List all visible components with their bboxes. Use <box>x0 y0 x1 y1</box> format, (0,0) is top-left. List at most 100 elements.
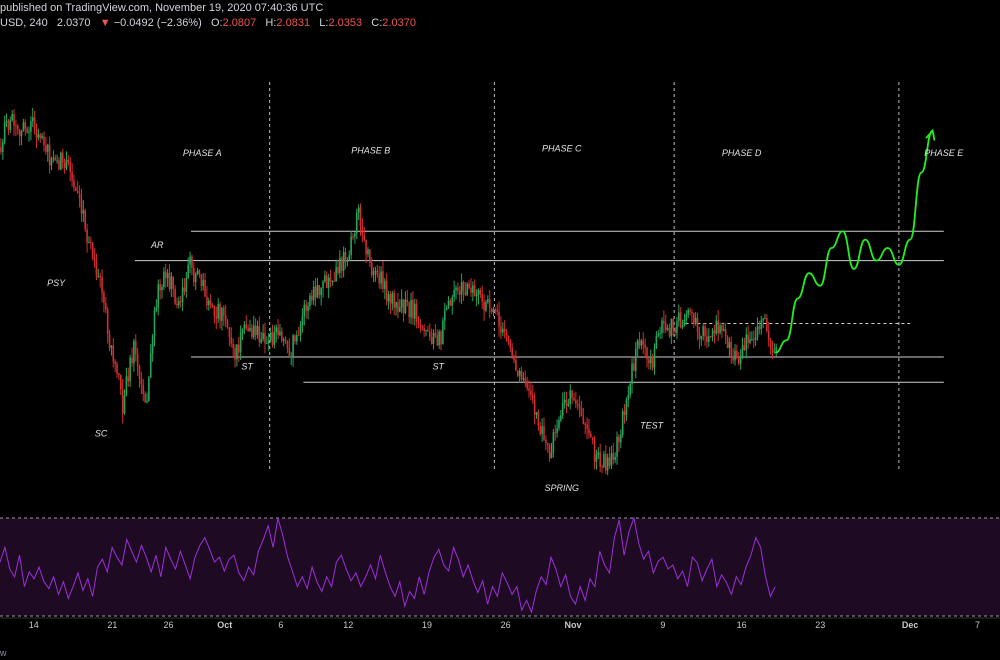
candle-body <box>528 388 530 391</box>
candle-body <box>560 415 562 421</box>
candle-body <box>359 207 362 227</box>
candle-body <box>374 270 377 272</box>
candle-body <box>151 336 154 354</box>
candle-body <box>481 294 484 302</box>
candle-body <box>706 336 708 342</box>
candle-body <box>352 236 354 238</box>
time-axis-tick-label: Dec <box>902 620 919 630</box>
candle-body <box>593 440 596 462</box>
candle-body <box>56 160 58 162</box>
candle-body <box>751 339 753 341</box>
close-label: C: <box>371 17 383 29</box>
candle-body <box>119 375 122 390</box>
candle-body <box>638 340 641 346</box>
candle-body <box>312 286 315 301</box>
candle-body <box>586 424 588 429</box>
candle-body <box>325 275 328 289</box>
candle-body <box>13 113 15 126</box>
candle-body <box>734 350 736 361</box>
candle-body <box>15 125 17 127</box>
candle-body <box>303 304 306 317</box>
candle-body <box>208 300 210 306</box>
candle-body <box>526 380 528 389</box>
candle-body <box>339 257 341 274</box>
candle-body <box>503 328 506 332</box>
candle-body <box>251 327 253 338</box>
candle-body <box>211 305 214 307</box>
candle-body <box>234 348 236 360</box>
candle-body <box>724 329 727 337</box>
candle-body <box>715 320 718 334</box>
candle-body <box>432 332 435 345</box>
candle-body <box>95 262 98 277</box>
candle-body <box>633 363 635 371</box>
candle-body <box>67 159 70 163</box>
candle-body <box>178 300 180 306</box>
symbol-label: USD, 240 <box>0 17 48 29</box>
candle-body <box>333 280 336 282</box>
candle-body <box>84 210 87 230</box>
candle-body <box>479 289 482 295</box>
candle-body <box>651 356 654 368</box>
candle-body <box>301 316 304 325</box>
candle-body <box>108 334 111 348</box>
candle-body <box>634 348 637 371</box>
candle-body <box>571 390 573 399</box>
candle-body <box>125 376 128 396</box>
candle-body <box>243 324 246 329</box>
candle-body <box>490 308 493 313</box>
candle-body <box>93 258 96 263</box>
candle-body <box>363 235 366 241</box>
candle-body <box>518 371 521 376</box>
candle-body <box>567 403 570 406</box>
candle-body <box>185 277 188 292</box>
candle-body <box>69 162 72 172</box>
candle-body <box>28 131 30 133</box>
candle-body <box>88 242 90 244</box>
candle-body <box>43 136 45 146</box>
candle-body <box>142 384 145 394</box>
candle-body <box>487 299 489 303</box>
candle-body <box>406 299 409 303</box>
time-axis-tick-label: 19 <box>422 620 432 630</box>
candle-body <box>273 332 276 345</box>
candle-body <box>436 335 439 346</box>
candle-body <box>164 271 167 278</box>
candle-body <box>133 340 135 364</box>
candle-body <box>163 271 165 288</box>
candle-body <box>496 310 498 312</box>
candle-body <box>224 315 227 321</box>
candle-body <box>54 157 57 161</box>
candle-body <box>138 366 141 379</box>
candle-body <box>754 337 757 341</box>
candle-body <box>61 152 64 163</box>
candle-body <box>741 345 744 359</box>
candle-body <box>708 336 710 342</box>
candle-body <box>290 356 292 358</box>
candle-body <box>166 272 169 278</box>
candle-body <box>230 336 233 344</box>
candle-body <box>382 271 384 289</box>
candle-body <box>457 287 459 291</box>
candle-body <box>384 280 386 289</box>
candle-body <box>159 284 161 291</box>
candle-body <box>655 335 658 349</box>
candle-body <box>322 281 324 288</box>
candle-body <box>90 242 92 244</box>
candle-body <box>428 331 431 338</box>
candle-body <box>281 331 283 341</box>
time-axis-tick-label: 26 <box>164 620 174 630</box>
candle-body <box>612 453 615 460</box>
published-line: published on TradingView.com, November 1… <box>0 2 324 14</box>
candle-body <box>249 327 251 331</box>
candle-body <box>279 331 281 336</box>
candle-body <box>144 393 146 403</box>
candle-body <box>202 280 204 286</box>
wyckoff-annotation-label: ST <box>241 362 254 372</box>
candle-body <box>193 268 195 283</box>
candle-body <box>580 407 583 417</box>
time-axis-tick-label: 23 <box>815 620 825 630</box>
candle-body <box>745 334 748 351</box>
candle-body <box>726 336 729 348</box>
